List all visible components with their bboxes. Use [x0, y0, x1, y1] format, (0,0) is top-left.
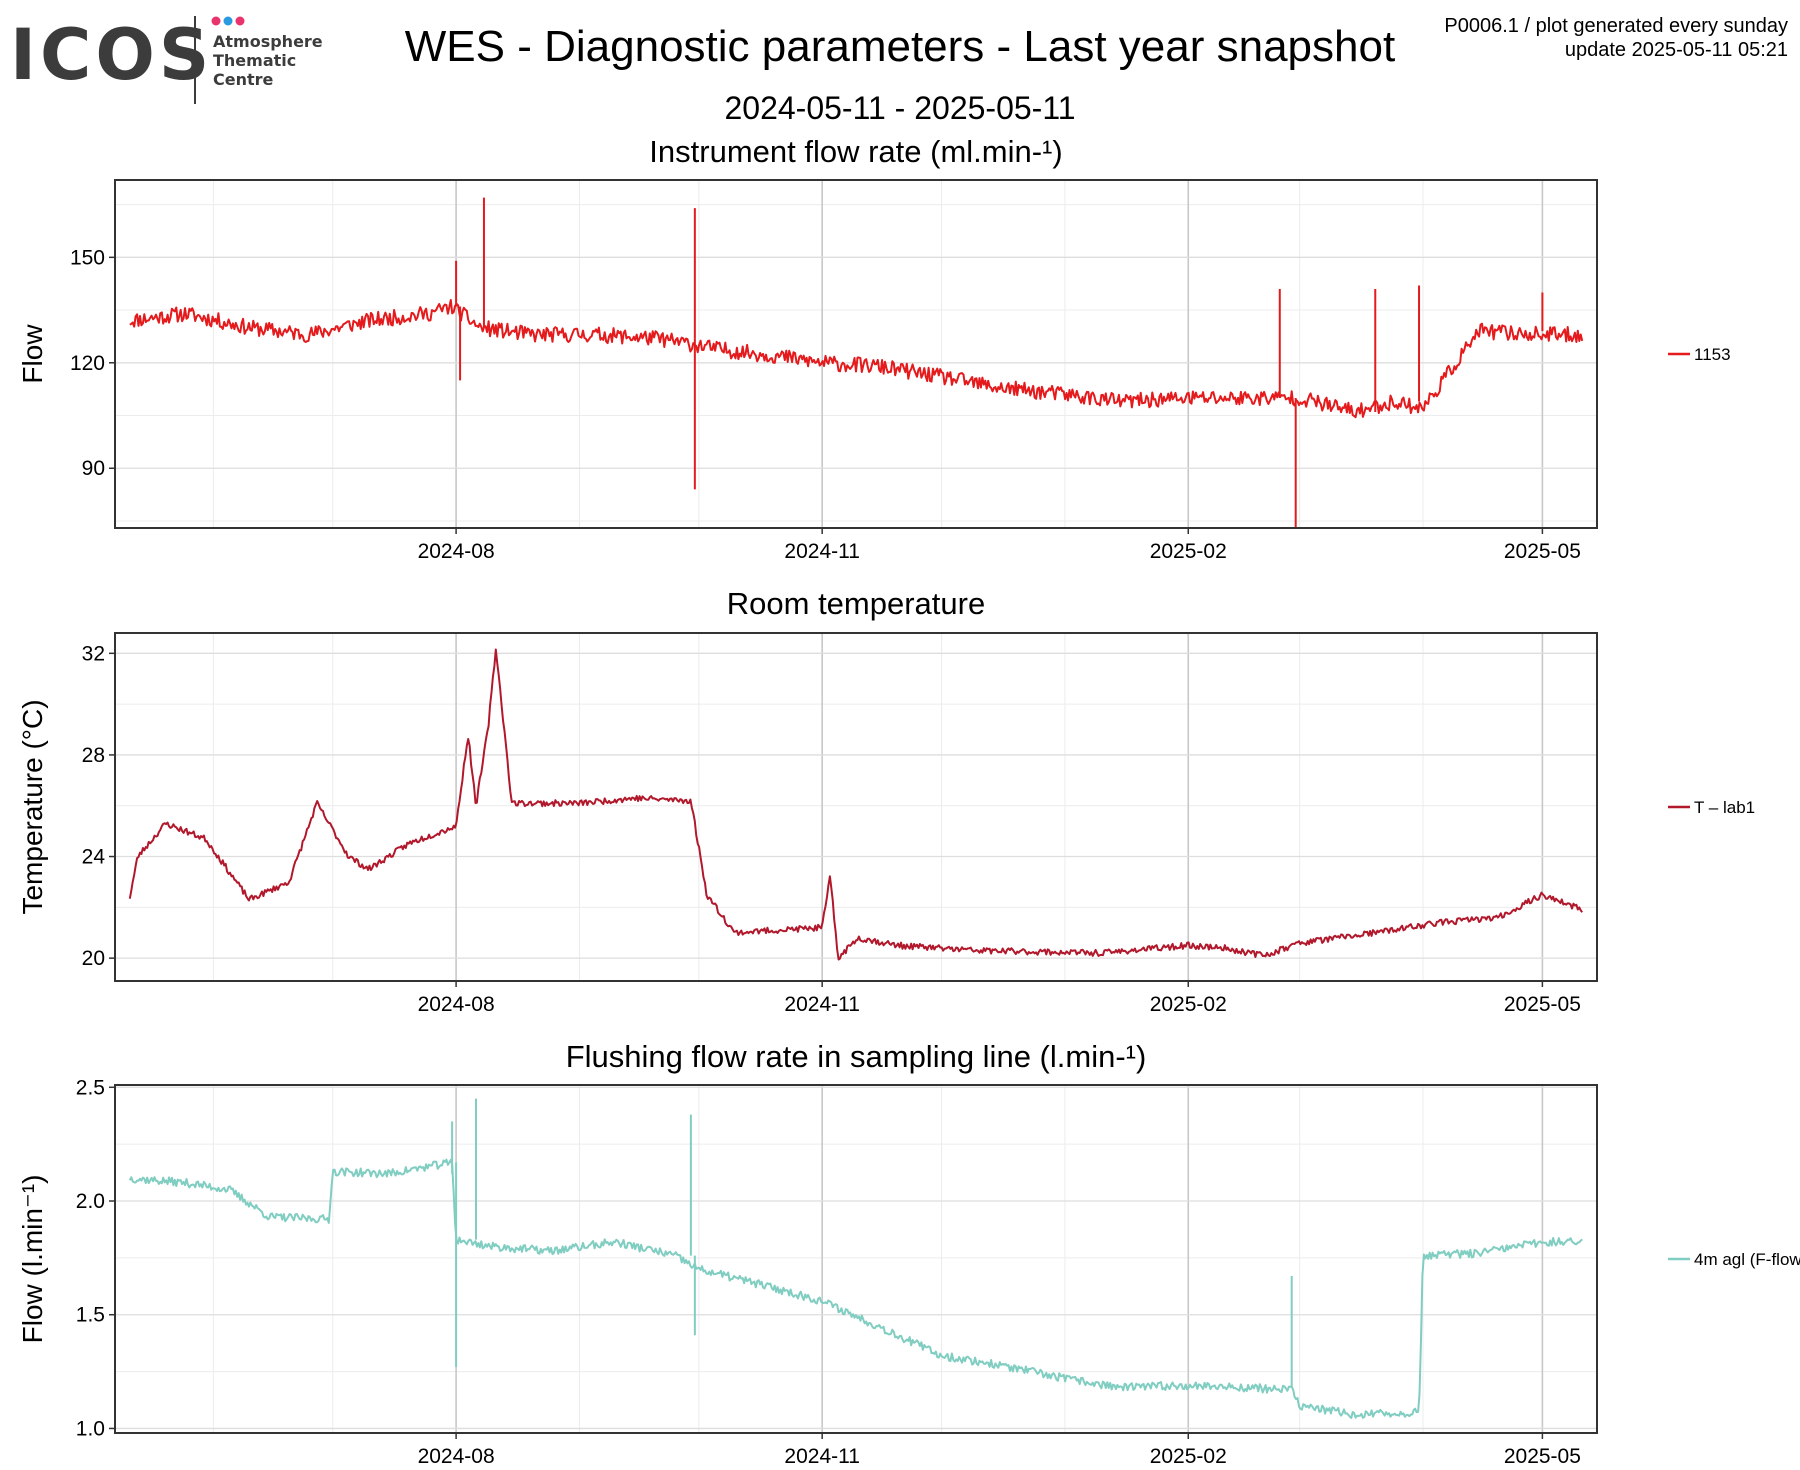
x-tick-label: 2025-02 — [1150, 993, 1227, 1016]
y-tick-label: 150 — [70, 246, 105, 269]
page-title: WES - Diagnostic parameters - Last year … — [404, 22, 1396, 71]
logo-divider — [194, 16, 196, 104]
x-tick-label: 2024-08 — [418, 1445, 495, 1468]
x-tick-label: 2025-05 — [1504, 1445, 1581, 1468]
grid-major — [115, 180, 1597, 528]
x-tick-label: 2024-08 — [418, 540, 495, 563]
series-line — [129, 299, 1584, 419]
chart-panel-2: Room temperature T – lab1 20 24 28 32 2024-08 2… — [17, 586, 1755, 1016]
chart-title: Instrument flow rate (ml.min-¹) — [649, 134, 1062, 169]
series-line — [128, 648, 1583, 961]
plot-area — [115, 1085, 1597, 1433]
y-tick-label: 90 — [82, 457, 105, 480]
logo-sub-1: Atmosphere — [213, 32, 323, 51]
grid-major — [115, 1085, 1597, 1433]
panel-border — [114, 632, 1598, 982]
grid-major — [115, 633, 1597, 981]
legend-label: 1153 — [1694, 345, 1731, 364]
meta-info: P0006.1 / plot generated every sunday up… — [1444, 14, 1788, 62]
logo-dot-pink — [211, 16, 221, 26]
meta-line-1: P0006.1 / plot generated every sunday — [1444, 15, 1788, 37]
legend-label: 4m agl (F-flow) — [1694, 1250, 1800, 1269]
logo-sub-3: Centre — [213, 70, 274, 89]
y-tick-label: 2.5 — [76, 1076, 105, 1099]
icos-logo: ICOS Atmosphere Thematic Centre — [10, 14, 323, 104]
y-tick-label: 28 — [82, 744, 105, 767]
chart-title: Flushing flow rate in sampling line (l.m… — [566, 1039, 1147, 1074]
x-tick-label: 2024-11 — [784, 993, 860, 1016]
x-tick-label: 2025-05 — [1504, 993, 1581, 1016]
y-tick-label: 1.5 — [76, 1304, 105, 1327]
series-line — [128, 1158, 1583, 1419]
y-tick-label: 2.0 — [76, 1190, 105, 1213]
plot-area — [115, 633, 1597, 981]
date-range: 2024-05-11 - 2025-05-11 — [724, 90, 1076, 126]
logo-text: ICOS — [10, 14, 213, 96]
plot-area — [115, 180, 1597, 528]
logo-dot-blue — [223, 16, 233, 26]
y-tick-label: 32 — [82, 642, 105, 665]
chart-panel-1: Instrument flow rate (ml.min-¹) 1153 90 120… — [17, 134, 1731, 563]
panel-border — [114, 179, 1598, 529]
x-tick-label: 2024-11 — [784, 540, 860, 563]
y-axis-title: Temperature (°C) — [17, 699, 48, 914]
x-tick-label: 2024-11 — [784, 1445, 860, 1468]
y-axis-title: Flow (l.min⁻¹) — [17, 1175, 48, 1344]
y-tick-label: 24 — [82, 846, 106, 869]
y-tick-label: 120 — [70, 352, 105, 375]
x-tick-label: 2025-05 — [1504, 540, 1581, 563]
chart-title: Room temperature — [727, 586, 985, 621]
x-tick-label: 2025-02 — [1150, 1445, 1227, 1468]
x-tick-label: 2025-02 — [1150, 540, 1227, 563]
panel-border — [114, 1084, 1598, 1434]
meta-line-2: update 2025-05-11 05:21 — [1564, 39, 1788, 61]
x-tick-label: 2024-08 — [418, 993, 495, 1016]
logo-sub-2: Thematic — [213, 51, 296, 70]
logo-dot-magenta — [235, 16, 245, 26]
y-tick-label: 1.0 — [76, 1417, 105, 1440]
chart-panel-3: Flushing flow rate in sampling line (l.m… — [17, 1039, 1800, 1468]
legend-label: T – lab1 — [1694, 798, 1755, 817]
y-tick-label: 20 — [82, 947, 105, 970]
grid-minor — [115, 180, 1597, 528]
y-axis-title: Flow — [17, 324, 48, 384]
